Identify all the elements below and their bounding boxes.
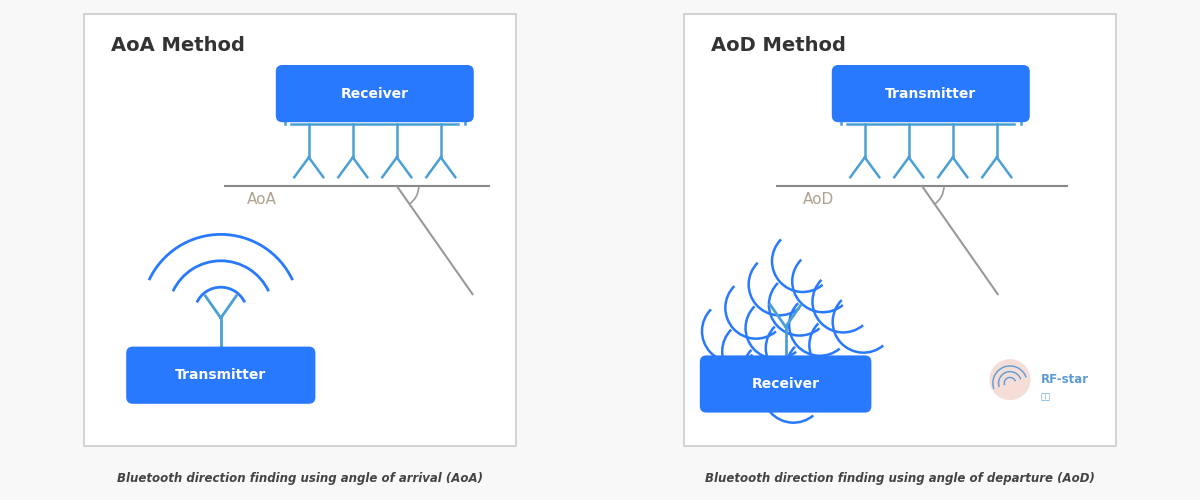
- Text: Transmitter: Transmitter: [175, 368, 266, 382]
- FancyBboxPatch shape: [126, 346, 316, 404]
- FancyBboxPatch shape: [684, 14, 1116, 446]
- Text: AoA: AoA: [247, 192, 277, 206]
- Text: Bluetooth direction finding using angle of departure (AoD): Bluetooth direction finding using angle …: [706, 472, 1094, 485]
- Text: AoD Method: AoD Method: [710, 36, 846, 56]
- FancyBboxPatch shape: [276, 65, 474, 122]
- FancyBboxPatch shape: [84, 14, 516, 446]
- Text: Receiver: Receiver: [341, 86, 409, 101]
- Text: Bluetooth direction finding using angle of arrival (AoA): Bluetooth direction finding using angle …: [118, 472, 482, 485]
- Text: AoD: AoD: [803, 192, 834, 206]
- Text: Transmitter: Transmitter: [886, 86, 977, 101]
- Text: 技术: 技术: [1040, 392, 1051, 402]
- FancyBboxPatch shape: [832, 65, 1030, 122]
- Text: RF-star: RF-star: [1040, 373, 1088, 386]
- Text: AoA Method: AoA Method: [110, 36, 245, 56]
- Text: Receiver: Receiver: [751, 377, 820, 391]
- Circle shape: [990, 360, 1030, 400]
- FancyBboxPatch shape: [700, 356, 871, 412]
